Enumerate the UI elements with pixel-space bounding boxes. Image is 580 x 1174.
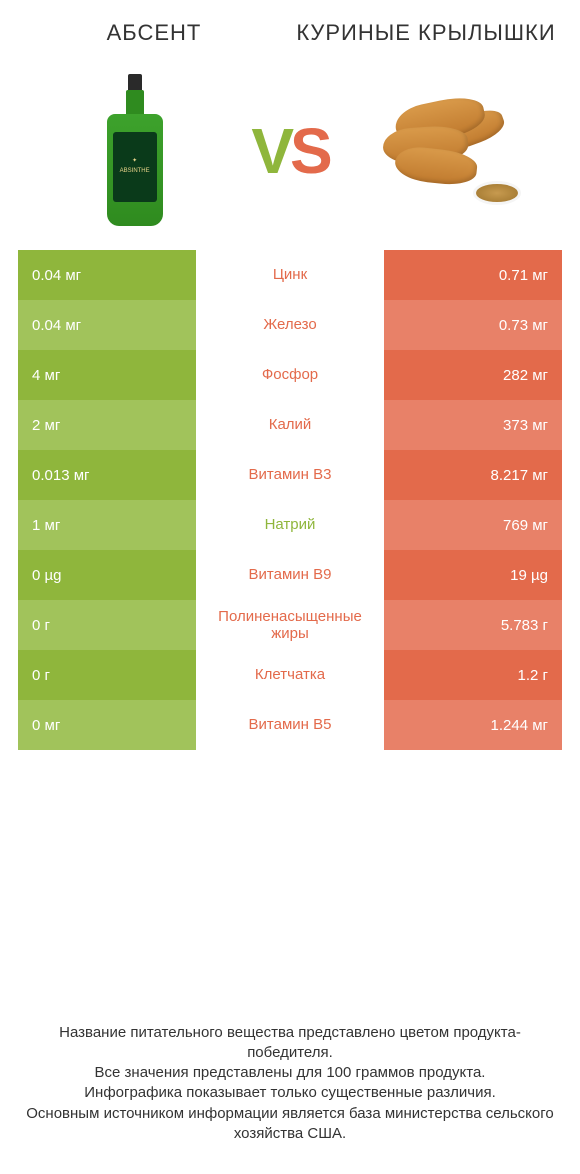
nutrient-name: Железо — [196, 300, 384, 350]
table-row: 0.04 мгЦинк0.71 мг — [18, 250, 562, 300]
right-product-image — [329, 91, 562, 211]
left-value: 0 г — [18, 650, 196, 700]
nutrient-name: Витамин B5 — [196, 700, 384, 750]
nutrient-name: Цинк — [196, 250, 384, 300]
infographic-container: Абсент Куриные крылышки ✦ABSINTHE VS 0. — [0, 0, 580, 750]
nutrient-name: Витамин B3 — [196, 450, 384, 500]
left-value: 0.04 мг — [18, 300, 196, 350]
left-value: 4 мг — [18, 350, 196, 400]
left-value: 0.013 мг — [18, 450, 196, 500]
right-product-title: Куриные крылышки — [290, 20, 562, 46]
left-value: 1 мг — [18, 500, 196, 550]
vs-v-letter: V — [251, 114, 290, 188]
right-value: 19 µg — [384, 550, 562, 600]
left-value: 0.04 мг — [18, 250, 196, 300]
left-value: 0 г — [18, 600, 196, 650]
table-row: 0 мгВитамин B51.244 мг — [18, 700, 562, 750]
right-value: 282 мг — [384, 350, 562, 400]
bottle-label-text: ABSINTHE — [120, 168, 150, 175]
left-product-image: ✦ABSINTHE — [18, 74, 251, 229]
left-value: 0 мг — [18, 700, 196, 750]
vs-s-letter: S — [290, 114, 329, 188]
left-value: 0 µg — [18, 550, 196, 600]
nutrient-name: Натрий — [196, 500, 384, 550]
footer-notes: Название питательного вещества представл… — [0, 1023, 580, 1145]
left-value: 2 мг — [18, 400, 196, 450]
right-value: 8.217 мг — [384, 450, 562, 500]
table-row: 0 µgВитамин B919 µg — [18, 550, 562, 600]
titles-row: Абсент Куриные крылышки — [18, 20, 562, 46]
vs-label: VS — [251, 114, 328, 188]
footer-line-2: Все значения представлены для 100 граммо… — [22, 1063, 558, 1083]
hero-row: ✦ABSINTHE VS — [18, 66, 562, 236]
table-row: 2 мгКалий373 мг — [18, 400, 562, 450]
table-row: 4 мгФосфор282 мг — [18, 350, 562, 400]
nutrient-name: Фосфор — [196, 350, 384, 400]
absinthe-bottle-icon: ✦ABSINTHE — [105, 74, 165, 229]
nutrient-name: Витамин B9 — [196, 550, 384, 600]
right-value: 0.71 мг — [384, 250, 562, 300]
right-value: 0.73 мг — [384, 300, 562, 350]
footer-line-1: Название питательного вещества представл… — [22, 1023, 558, 1064]
nutrient-name: Полиненасыщенные жиры — [196, 600, 384, 650]
table-row: 0.04 мгЖелезо0.73 мг — [18, 300, 562, 350]
nutrient-name: Калий — [196, 400, 384, 450]
right-value: 373 мг — [384, 400, 562, 450]
table-row: 0.013 мгВитамин B38.217 мг — [18, 450, 562, 500]
right-value: 1.2 г — [384, 650, 562, 700]
right-value: 1.244 мг — [384, 700, 562, 750]
table-row: 1 мгНатрий769 мг — [18, 500, 562, 550]
left-product-title: Абсент — [18, 20, 290, 46]
table-row: 0 гКлетчатка1.2 г — [18, 650, 562, 700]
comparison-table: 0.04 мгЦинк0.71 мг0.04 мгЖелезо0.73 мг4 … — [18, 250, 562, 750]
right-value: 769 мг — [384, 500, 562, 550]
footer-line-3: Инфографика показывает только существенн… — [22, 1083, 558, 1103]
right-value: 5.783 г — [384, 600, 562, 650]
footer-line-4: Основным источником информации является … — [22, 1104, 558, 1145]
table-row: 0 гПолиненасыщенные жиры5.783 г — [18, 600, 562, 650]
nutrient-name: Клетчатка — [196, 650, 384, 700]
chicken-wings-icon — [365, 91, 525, 211]
